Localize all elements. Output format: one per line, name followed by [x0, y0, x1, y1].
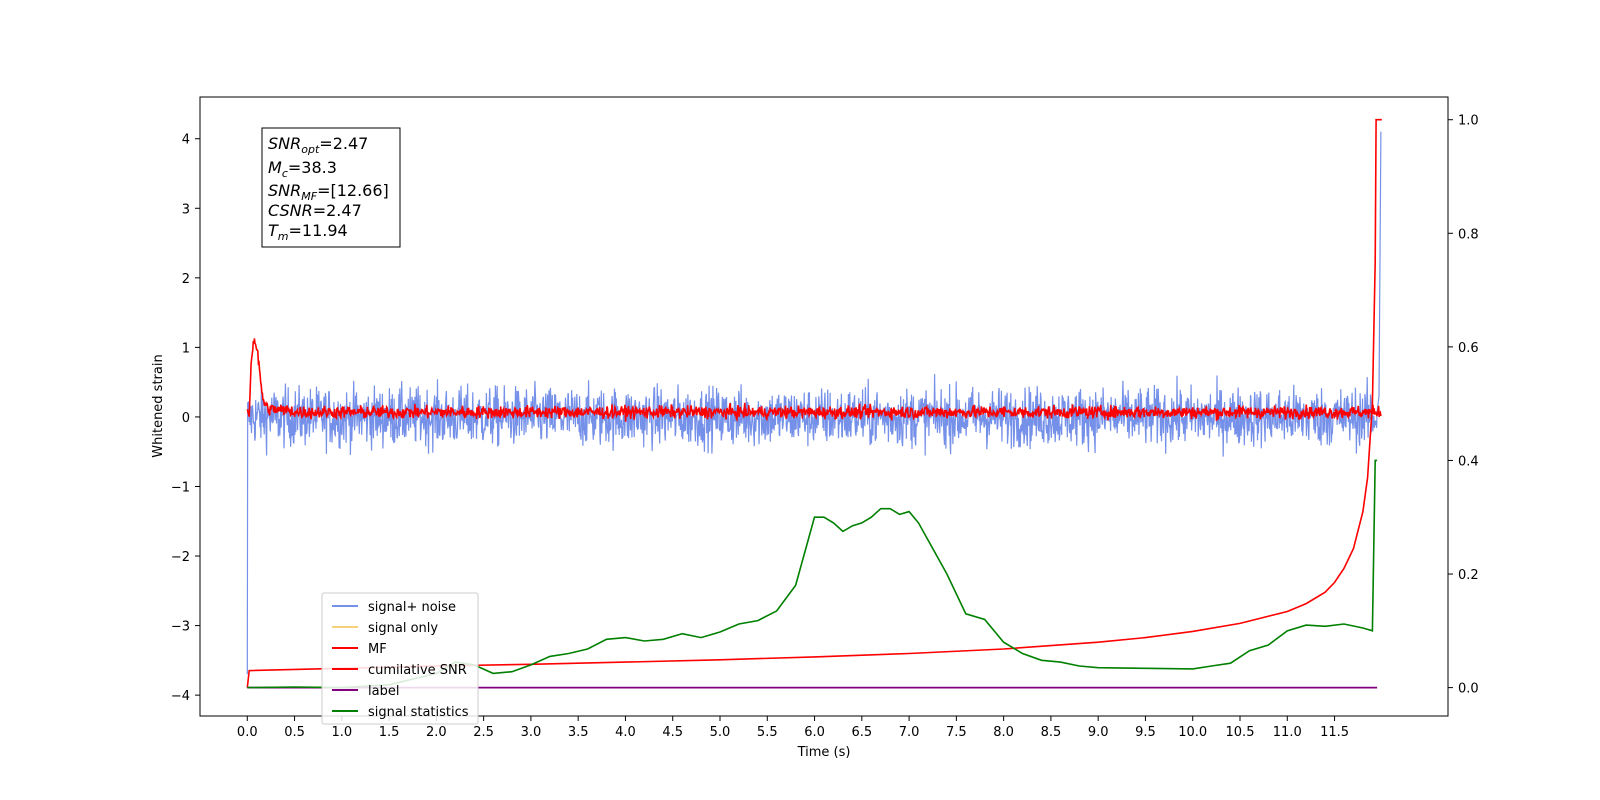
left-y-tick-label: −1: [171, 480, 190, 495]
left-y-tick-label: 2: [182, 272, 190, 287]
x-tick-label: 1.0: [331, 725, 352, 740]
legend-entry: label: [368, 684, 399, 699]
annotation-box: [261, 127, 401, 248]
x-tick-label: 8.0: [993, 725, 1014, 740]
legend-box: [321, 592, 479, 725]
legend-entry: cumilative SNR: [368, 663, 467, 678]
annotation-line: CSNR=2.47: [268, 201, 362, 220]
x-tick-label: 1.5: [379, 725, 400, 740]
legend-entry: signal+ noise: [368, 600, 456, 615]
annotation-line: Mc=38.3: [268, 158, 337, 180]
legend: signal+ noise signal only MF cumilative SNR…: [321, 592, 479, 725]
legend-entry: signal statistics: [368, 705, 469, 720]
x-tick-label: 8.5: [1041, 725, 1062, 740]
right-y-tick-label: 0.2: [1458, 568, 1479, 583]
right-y-tick-label: 1.0: [1458, 114, 1479, 129]
x-axis-label: Time (s): [797, 745, 851, 760]
x-tick-label: 5.5: [757, 725, 778, 740]
right-y-tick-label: 0.4: [1458, 454, 1479, 469]
left-y-tick-label: 3: [182, 202, 190, 217]
x-axis-ticks: 0.0 0.5 1.0 1.5 2.0 2.5 3.0 3.5 4.0 4.5 5.0 5.5 6.0 6…: [237, 716, 1349, 740]
metrics-annotation: SNRopt=2.47Mc=38.3SNRMF=[12.66]CSNR=2.47…: [261, 127, 401, 248]
annotation-line: SNRMF=[12.66]: [268, 181, 389, 203]
x-tick-label: 4.0: [615, 725, 636, 740]
left-y-tick-label: 0: [182, 411, 190, 426]
x-tick-label: 9.5: [1135, 725, 1156, 740]
x-tick-label: 3.5: [568, 725, 589, 740]
left-y-tick-label: −3: [171, 620, 190, 635]
x-tick-label: 4.5: [662, 725, 683, 740]
x-tick-label: 0.0: [237, 725, 258, 740]
x-tick-label: 10.5: [1226, 725, 1255, 740]
series-mf-line: [246, 338, 1382, 423]
x-tick-label: 5.0: [710, 725, 731, 740]
x-tick-label: 9.0: [1088, 725, 1109, 740]
x-tick-label: 6.5: [851, 725, 872, 740]
left-y-tick-label: 4: [182, 133, 190, 148]
left-y-tick-label: 1: [182, 341, 190, 356]
x-tick-label: 7.5: [946, 725, 967, 740]
x-tick-label: 7.0: [899, 725, 920, 740]
legend-entry: MF: [368, 642, 387, 657]
right-y-axis-ticks: 1.0 0.8 0.6 0.4 0.2 0.0: [1448, 114, 1479, 697]
x-tick-label: 10.0: [1178, 725, 1207, 740]
annotation-line: SNRopt=2.47: [268, 134, 368, 156]
annotation-line: Tm=11.94: [268, 221, 348, 243]
series-signal-statistics-line: [247, 459, 1378, 689]
right-y-tick-label: 0.8: [1458, 227, 1479, 242]
x-tick-label: 11.0: [1273, 725, 1302, 740]
x-tick-label: 11.5: [1320, 725, 1349, 740]
left-y-tick-label: −2: [171, 550, 190, 565]
right-y-tick-label: 0.6: [1458, 341, 1479, 356]
right-y-tick-label: 0.0: [1458, 682, 1479, 697]
legend-entry: signal only: [368, 621, 438, 636]
y-axis-label-left: Whitened strain: [151, 354, 166, 457]
x-tick-label: 6.0: [804, 725, 825, 740]
x-tick-label: 2.0: [426, 725, 447, 740]
series-cumulative-snr-line: [246, 118, 1382, 688]
axes-frame: [199, 96, 1449, 717]
left-y-tick-label: −4: [171, 689, 190, 704]
left-y-axis-ticks: 4 3 2 1 0 −1 −2 −3 −4: [171, 133, 200, 704]
x-tick-label: 3.0: [521, 725, 542, 740]
x-tick-label: 0.5: [284, 725, 305, 740]
x-tick-label: 2.5: [473, 725, 494, 740]
